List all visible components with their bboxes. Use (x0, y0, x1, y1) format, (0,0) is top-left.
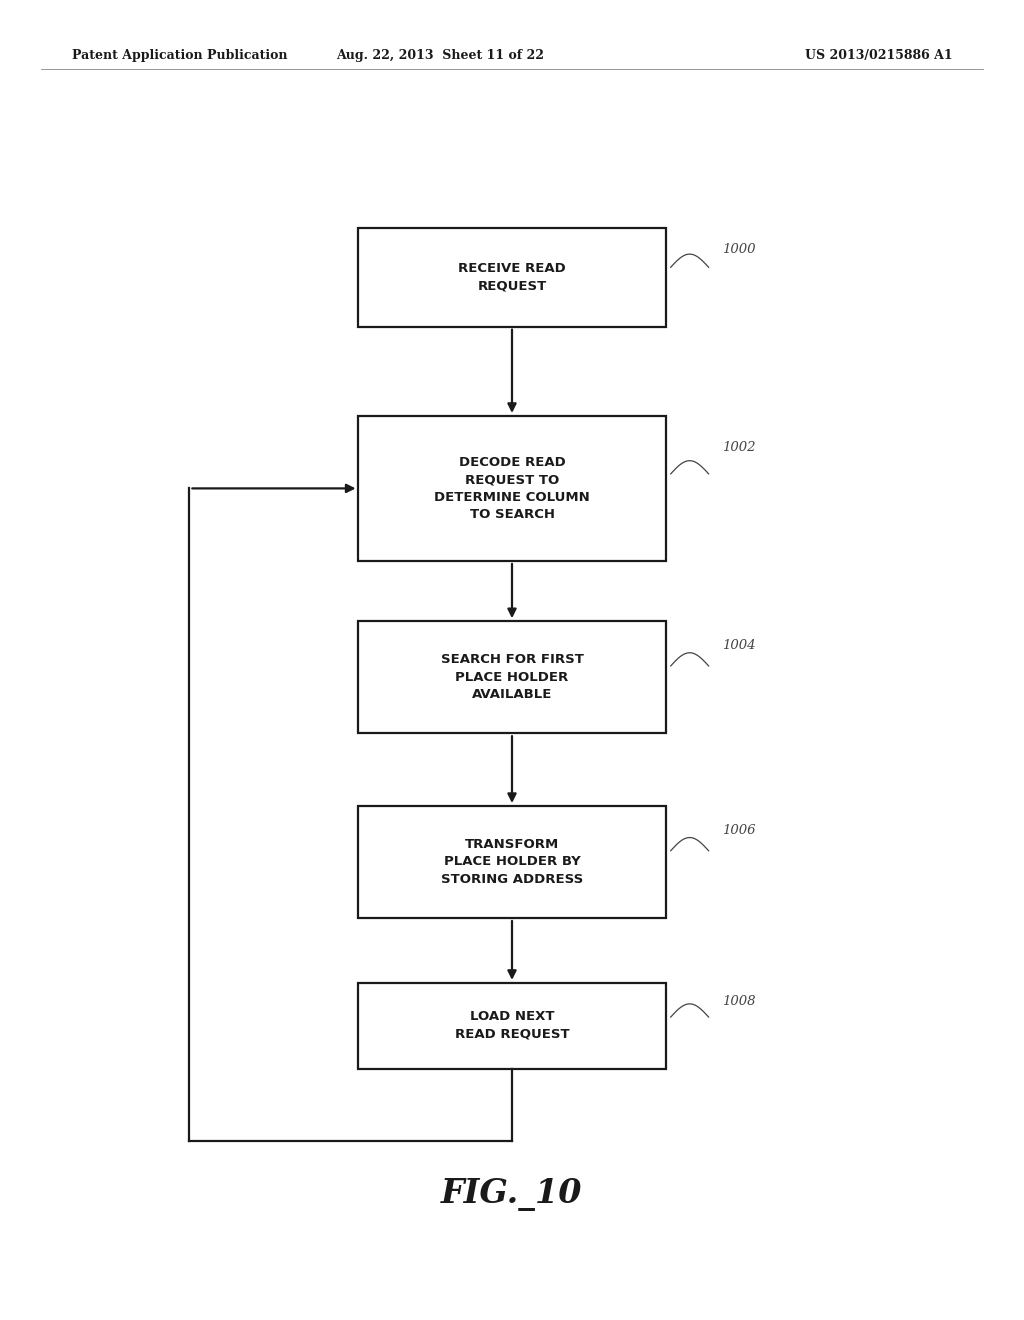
Text: TRANSFORM
PLACE HOLDER BY
STORING ADDRESS: TRANSFORM PLACE HOLDER BY STORING ADDRES… (441, 838, 583, 886)
Text: US 2013/0215886 A1: US 2013/0215886 A1 (805, 49, 952, 62)
FancyBboxPatch shape (358, 227, 666, 326)
Text: DECODE READ
REQUEST TO
DETERMINE COLUMN
TO SEARCH: DECODE READ REQUEST TO DETERMINE COLUMN … (434, 455, 590, 521)
Text: RECEIVE READ
REQUEST: RECEIVE READ REQUEST (458, 261, 566, 293)
Text: 1006: 1006 (722, 824, 756, 837)
Text: 1008: 1008 (722, 995, 756, 1008)
FancyBboxPatch shape (358, 416, 666, 561)
Text: 1000: 1000 (722, 243, 756, 256)
Text: SEARCH FOR FIRST
PLACE HOLDER
AVAILABLE: SEARCH FOR FIRST PLACE HOLDER AVAILABLE (440, 653, 584, 701)
FancyBboxPatch shape (358, 982, 666, 1069)
Text: 1002: 1002 (722, 441, 756, 454)
Text: Aug. 22, 2013  Sheet 11 of 22: Aug. 22, 2013 Sheet 11 of 22 (336, 49, 545, 62)
Text: 1004: 1004 (722, 639, 756, 652)
Text: Patent Application Publication: Patent Application Publication (72, 49, 287, 62)
Text: FIG._10: FIG._10 (441, 1177, 583, 1212)
Text: LOAD NEXT
READ REQUEST: LOAD NEXT READ REQUEST (455, 1010, 569, 1041)
FancyBboxPatch shape (358, 622, 666, 734)
FancyBboxPatch shape (358, 805, 666, 919)
